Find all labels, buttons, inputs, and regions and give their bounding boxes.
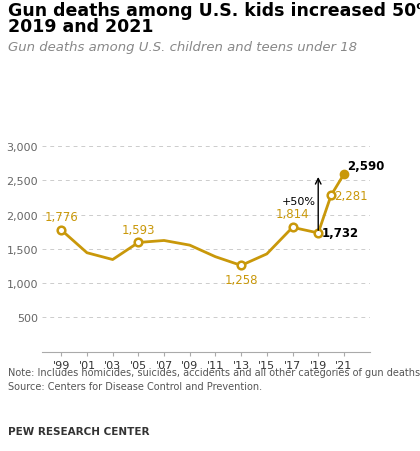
- Text: 2,590: 2,590: [347, 160, 384, 173]
- Text: +50%: +50%: [282, 197, 316, 207]
- Text: PEW RESEARCH CENTER: PEW RESEARCH CENTER: [8, 426, 150, 436]
- Text: 1,814: 1,814: [276, 208, 310, 221]
- Text: Source: Centers for Disease Control and Prevention.: Source: Centers for Disease Control and …: [8, 381, 262, 391]
- Text: Gun deaths among U.S. children and teens under 18: Gun deaths among U.S. children and teens…: [8, 41, 357, 54]
- Text: 1,258: 1,258: [224, 273, 258, 286]
- Text: 2019 and 2021: 2019 and 2021: [8, 18, 154, 36]
- Text: 1,776: 1,776: [45, 211, 78, 224]
- Text: 1,593: 1,593: [122, 223, 155, 236]
- Text: 1,732: 1,732: [321, 227, 359, 240]
- Text: Gun deaths among U.S. kids increased 50% between: Gun deaths among U.S. kids increased 50%…: [8, 2, 420, 20]
- Text: 2,281: 2,281: [334, 189, 368, 202]
- Text: Note: Includes homicides, suicides, accidents and all other categories of gun de: Note: Includes homicides, suicides, acci…: [8, 368, 420, 377]
